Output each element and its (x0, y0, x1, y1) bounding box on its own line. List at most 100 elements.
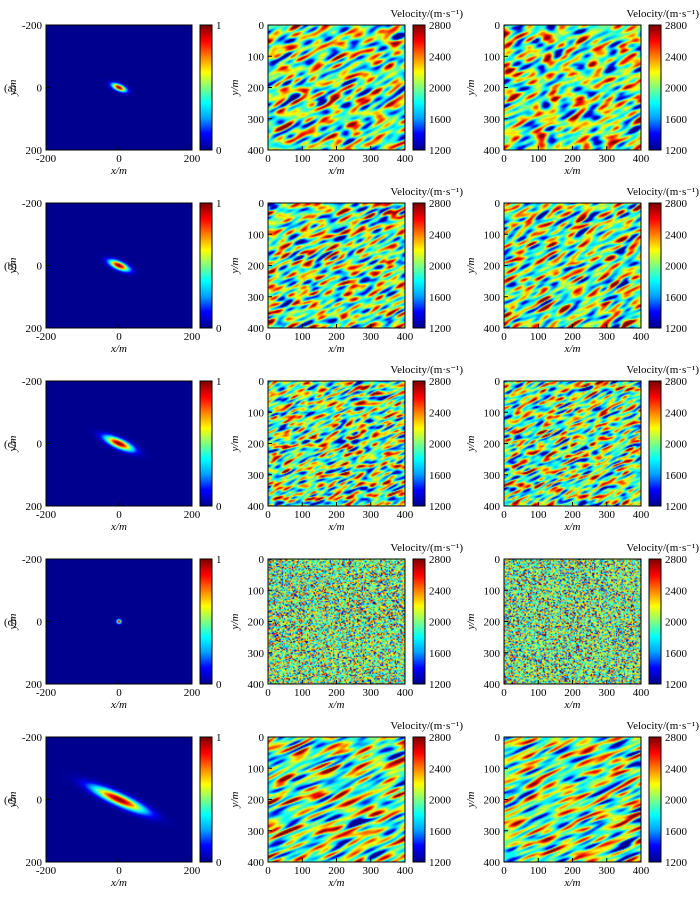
y-tick-label: 100 (484, 585, 501, 597)
colorbar-frame (412, 380, 426, 507)
x-tick-label: 0 (501, 509, 507, 521)
colorbar-tick-label: 1200 (665, 501, 688, 513)
x-tick-label: 200 (184, 687, 201, 699)
heatmap-image (46, 25, 192, 150)
y-tick-label: 400 (248, 501, 265, 513)
x-tick-label: 200 (564, 509, 581, 521)
colorbar-tick-label: 1 (216, 198, 222, 210)
row-label: (c) (4, 439, 17, 451)
x-axis-label: x/m (564, 877, 581, 889)
colorbar-tick-label: 1600 (665, 648, 688, 660)
heatmap-image (504, 381, 641, 506)
x-tick-label: 400 (633, 331, 650, 343)
panel-velocity_model_2-1: 0 100 200 300 4000100200300400x/my/m28002400… (465, 186, 699, 355)
x-tick-label: -200 (36, 687, 57, 699)
y-tick-label: 200 (26, 323, 43, 335)
y-tick-label: 0 (37, 617, 43, 629)
y-axis-label: y/m (465, 80, 477, 97)
colorbar-tick-label: 2400 (429, 51, 452, 63)
x-tick-label: 100 (294, 331, 311, 343)
colorbar-title: Velocity/(m·s⁻¹) (626, 186, 699, 198)
y-axis-label: y/m (465, 792, 477, 809)
y-axis-label: y/m (229, 80, 241, 97)
colorbar-tick-label: 2000 (429, 439, 452, 451)
x-tick-label: 0 (265, 509, 271, 521)
colorbar-tick-label: 2800 (429, 732, 452, 744)
colorbar-tick-label: 1200 (429, 145, 452, 157)
x-tick-label: -200 (36, 331, 57, 343)
colorbar-tick-label: 2400 (429, 585, 452, 597)
x-tick-label: 200 (184, 865, 201, 877)
colorbar-title: Velocity/(m·s⁻¹) (626, 8, 699, 20)
colorbar (649, 737, 661, 862)
y-tick-label: 400 (248, 857, 265, 869)
y-axis-label: y/m (7, 614, 19, 631)
panel-velocity_model_1-0: 0 100 200 300 4000100200300400x/my/m28002400… (229, 8, 463, 177)
x-tick-label: 300 (599, 687, 616, 699)
y-axis-label: y/m (229, 614, 241, 631)
colorbar-tick-label: 2000 (429, 617, 452, 629)
colorbar (413, 737, 425, 862)
x-tick-label: -200 (36, 509, 57, 521)
x-axis-label: x/m (328, 699, 345, 711)
colorbar-tick-label: 1600 (429, 114, 452, 126)
colorbar-tick-label: 1600 (665, 114, 688, 126)
x-tick-label: 400 (633, 153, 650, 165)
colorbar-tick-label: 1600 (665, 470, 688, 482)
x-tick-label: 200 (184, 509, 201, 521)
x-axis-label: x/m (564, 521, 581, 533)
y-tick-label: 0 (495, 20, 501, 32)
x-tick-label: 0 (116, 687, 122, 699)
x-axis-label: x/m (328, 343, 345, 355)
x-axis-label: x/m (110, 877, 127, 889)
colorbar-tick-label: 2400 (429, 763, 452, 775)
x-tick-label: 100 (530, 509, 547, 521)
x-tick-label: 400 (397, 865, 414, 877)
y-axis-label: y/m (229, 258, 241, 275)
colorbar-tick-label: 2000 (429, 83, 452, 95)
y-tick-label: -200 (22, 376, 43, 388)
heatmap-image (268, 381, 405, 506)
colorbar-tick-label: 2800 (665, 554, 688, 566)
y-tick-label: 300 (248, 648, 265, 660)
colorbar-tick-label: 1200 (429, 857, 452, 869)
colorbar-frame (199, 558, 213, 685)
heatmap-image (46, 203, 192, 328)
heatmap-image (268, 203, 405, 328)
colorbar (200, 25, 212, 150)
colorbar-tick-label: 2400 (665, 763, 688, 775)
x-tick-label: 200 (328, 865, 345, 877)
colorbar-tick-label: 2400 (665, 407, 688, 419)
x-axis-label: x/m (564, 165, 581, 177)
panel-velocity_model_2-3: 0 100 200 300 4000100200300400x/my/m28002400… (465, 542, 699, 711)
colorbar-tick-label: 2000 (665, 83, 688, 95)
y-tick-label: 0 (259, 732, 265, 744)
x-tick-label: 0 (116, 865, 122, 877)
y-tick-label: 200 (484, 439, 501, 451)
colorbar-tick-label: 0 (216, 501, 222, 513)
y-tick-label: 200 (26, 145, 43, 157)
x-tick-label: 400 (633, 687, 650, 699)
x-tick-label: 0 (265, 865, 271, 877)
y-tick-label: 0 (37, 795, 43, 807)
y-tick-label: 200 (248, 83, 265, 95)
row-label: (d) (4, 617, 17, 629)
colorbar-tick-label: 2400 (665, 585, 688, 597)
colorbar-tick-label: 1200 (665, 145, 688, 157)
colorbar (413, 25, 425, 150)
y-tick-label: 100 (484, 229, 501, 241)
colorbar (649, 25, 661, 150)
y-tick-label: 300 (484, 826, 501, 838)
colorbar-tick-label: 0 (216, 857, 222, 869)
x-axis-label: x/m (328, 877, 345, 889)
y-axis-label: y/m (7, 258, 19, 275)
y-tick-label: 0 (495, 376, 501, 388)
y-tick-label: 0 (495, 554, 501, 566)
x-tick-label: 400 (397, 687, 414, 699)
colorbar (649, 381, 661, 506)
y-tick-label: 200 (26, 501, 43, 513)
x-tick-label: 400 (397, 509, 414, 521)
heatmap-image (504, 559, 641, 684)
colorbar-tick-label: 1 (216, 732, 222, 744)
